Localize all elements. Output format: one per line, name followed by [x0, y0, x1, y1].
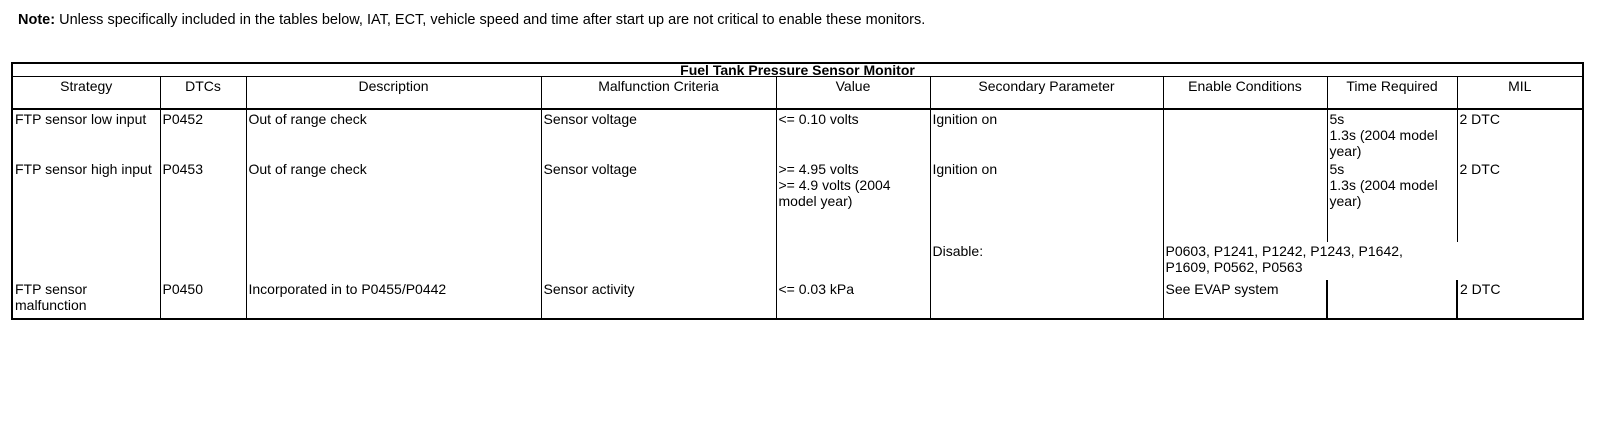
col-header: Malfunction Criteria: [540, 76, 777, 110]
cell-criteria: Sensor voltage: [540, 109, 777, 160]
col-header: Secondary Parameter: [929, 76, 1164, 110]
cell-strategy: FTP sensor high input: [11, 160, 161, 242]
cell-description: Incorporated in to P0455/P0442: [245, 280, 542, 319]
cell-value: <= 0.10 volts: [775, 109, 931, 160]
note: Note: Unless specifically included in th…: [18, 12, 925, 28]
disable-dtc-list: P0603, P1241, P1242, P1243, P1642, P1609…: [1165, 243, 1403, 275]
table-row: FTP sensor malfunction P0450 Incorporate…: [11, 280, 1584, 319]
table-row: FTP sensor low input P0452 Out of range …: [11, 109, 1584, 160]
cell-time: 5s 1.3s (2004 model year): [1326, 160, 1458, 242]
empty-cell: [245, 242, 542, 280]
col-header: Description: [245, 76, 542, 110]
cell-enable: [1162, 109, 1328, 160]
cell-secondary: Disable:: [929, 242, 1164, 280]
empty-cell: [11, 242, 161, 280]
cell-dtc: P0453: [159, 160, 247, 242]
cell-secondary: Ignition on: [929, 109, 1164, 160]
cell-secondary: [929, 280, 1164, 319]
cell-disable-dtcs: P0603, P1241, P1242, P1243, P1642, P1609…: [1162, 242, 1585, 280]
cell-mil: 2 DTC: [1455, 280, 1584, 319]
note-text: Unless specifically included in the tabl…: [55, 12, 926, 28]
cell-description: Out of range check: [245, 109, 542, 160]
cell-time: [1326, 280, 1458, 319]
cell-enable: [1162, 160, 1328, 242]
note-label: Note:: [18, 12, 56, 28]
col-header: Enable Conditions: [1162, 76, 1328, 110]
cell-strategy: FTP sensor low input: [11, 109, 161, 160]
fuel-tank-pressure-sensor-monitor-table: Fuel Tank Pressure Sensor Monitor Strate…: [11, 62, 1585, 320]
empty-cell: [159, 242, 247, 280]
table-row: FTP sensor high input P0453 Out of range…: [11, 160, 1584, 242]
cell-criteria: Sensor voltage: [540, 160, 777, 242]
cell-mil: 2 DTC: [1456, 160, 1584, 242]
cell-value: >= 4.95 volts >= 4.9 volts (2004 model y…: [775, 160, 931, 242]
table-title: Fuel Tank Pressure Sensor Monitor: [11, 62, 1584, 77]
col-header: Value: [775, 76, 931, 110]
cell-mil: 2 DTC: [1456, 109, 1584, 160]
cell-description: Out of range check: [245, 160, 542, 242]
header-row: Strategy DTCs Description Malfunction Cr…: [11, 76, 1584, 110]
col-header: DTCs: [159, 76, 247, 110]
cell-value: <= 0.03 kPa: [775, 280, 931, 319]
cell-dtc: P0450: [159, 280, 247, 319]
cell-strategy: FTP sensor malfunction: [11, 280, 161, 319]
col-header: Time Required: [1326, 76, 1458, 110]
cell-dtc: P0452: [159, 109, 247, 160]
cell-time: 5s 1.3s (2004 model year): [1326, 109, 1458, 160]
cell-criteria: Sensor activity: [540, 280, 777, 319]
table-row: Disable: P0603, P1241, P1242, P1243, P16…: [11, 242, 1585, 280]
cell-enable: See EVAP system: [1162, 280, 1328, 319]
col-header: MIL: [1456, 76, 1584, 110]
cell-secondary: Ignition on: [929, 160, 1164, 242]
empty-cell: [775, 242, 931, 280]
col-header: Strategy: [11, 76, 161, 110]
empty-cell: [540, 242, 777, 280]
